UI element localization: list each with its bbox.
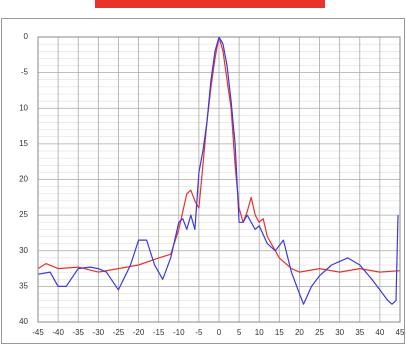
x-tick-label: 5 [237,328,242,337]
x-tick-label: 30 [335,328,344,337]
x-tick-label: -5 [195,328,203,337]
y-tick-label: 40 [19,317,28,326]
x-tick-label: 35 [355,328,364,337]
series-line [37,36,399,305]
y-tick-label: 30 [19,246,28,255]
x-tick-label: 15 [275,328,284,337]
x-tick-label: 20 [295,328,304,337]
y-tick-label: 35 [19,281,28,290]
x-tick-label: 0 [217,328,222,337]
x-tick-label: -20 [133,328,145,337]
plot-border [37,36,401,323]
x-tick-label: -30 [93,328,105,337]
x-tick-label: -45 [32,328,44,337]
x-tick-label: 10 [255,328,264,337]
y-tick-label: 25 [19,210,28,219]
x-tick-label: 45 [396,328,405,337]
series-line [37,36,401,273]
chart-frame [1,18,405,344]
x-tick-label: 25 [315,328,324,337]
x-tick-label: -25 [113,328,125,337]
x-tick-label: -35 [72,328,84,337]
x-tick-label: 40 [375,328,384,337]
x-tick-label: -10 [173,328,185,337]
y-tick-label: -5 [21,68,29,77]
header-bar [95,0,325,8]
y-tick-label: 0 [24,32,29,41]
y-tick-label: 10 [19,103,28,112]
y-tick-label: 20 [19,175,28,184]
y-tick-label: 15 [19,139,28,148]
x-tick-label: -40 [52,328,64,337]
x-tick-label: -15 [153,328,165,337]
